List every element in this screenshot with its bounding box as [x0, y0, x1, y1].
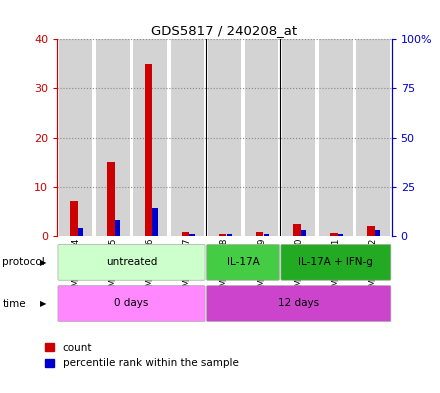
Text: IL-17A + IFN-g: IL-17A + IFN-g — [298, 257, 373, 266]
Title: GDS5817 / 240208_at: GDS5817 / 240208_at — [151, 24, 297, 37]
FancyBboxPatch shape — [281, 244, 391, 280]
Bar — [301, 230, 306, 236]
Bar — [70, 201, 77, 236]
Text: protocol: protocol — [2, 257, 45, 267]
Text: 0 days: 0 days — [114, 298, 149, 308]
Bar — [78, 228, 83, 236]
Bar — [367, 226, 375, 236]
Bar — [133, 39, 167, 236]
Bar — [107, 162, 115, 236]
Bar — [256, 232, 264, 236]
Bar — [356, 39, 390, 236]
Bar — [208, 39, 241, 236]
Bar — [152, 208, 158, 236]
Bar — [282, 39, 315, 236]
Text: IL-17A: IL-17A — [227, 257, 259, 266]
Bar — [245, 39, 278, 236]
Bar — [171, 39, 204, 236]
Bar — [59, 39, 92, 236]
Bar — [96, 39, 130, 236]
Bar — [219, 234, 226, 236]
Text: time: time — [2, 299, 26, 309]
Bar — [330, 233, 338, 236]
Bar — [338, 234, 343, 236]
Text: 12 days: 12 days — [278, 298, 319, 308]
Text: ▶: ▶ — [40, 258, 46, 267]
FancyBboxPatch shape — [206, 286, 391, 321]
Bar — [375, 230, 381, 236]
FancyBboxPatch shape — [58, 286, 205, 321]
Bar — [115, 220, 121, 236]
FancyBboxPatch shape — [206, 244, 279, 280]
FancyBboxPatch shape — [58, 244, 205, 280]
Bar — [144, 64, 152, 236]
Bar — [319, 39, 352, 236]
Bar — [182, 232, 189, 236]
Bar — [227, 234, 232, 236]
Bar — [190, 234, 194, 236]
Bar — [264, 234, 269, 236]
Bar — [293, 224, 301, 236]
Text: ▶: ▶ — [40, 299, 46, 308]
Text: untreated: untreated — [106, 257, 157, 266]
Legend: count, percentile rank within the sample: count, percentile rank within the sample — [45, 343, 238, 368]
